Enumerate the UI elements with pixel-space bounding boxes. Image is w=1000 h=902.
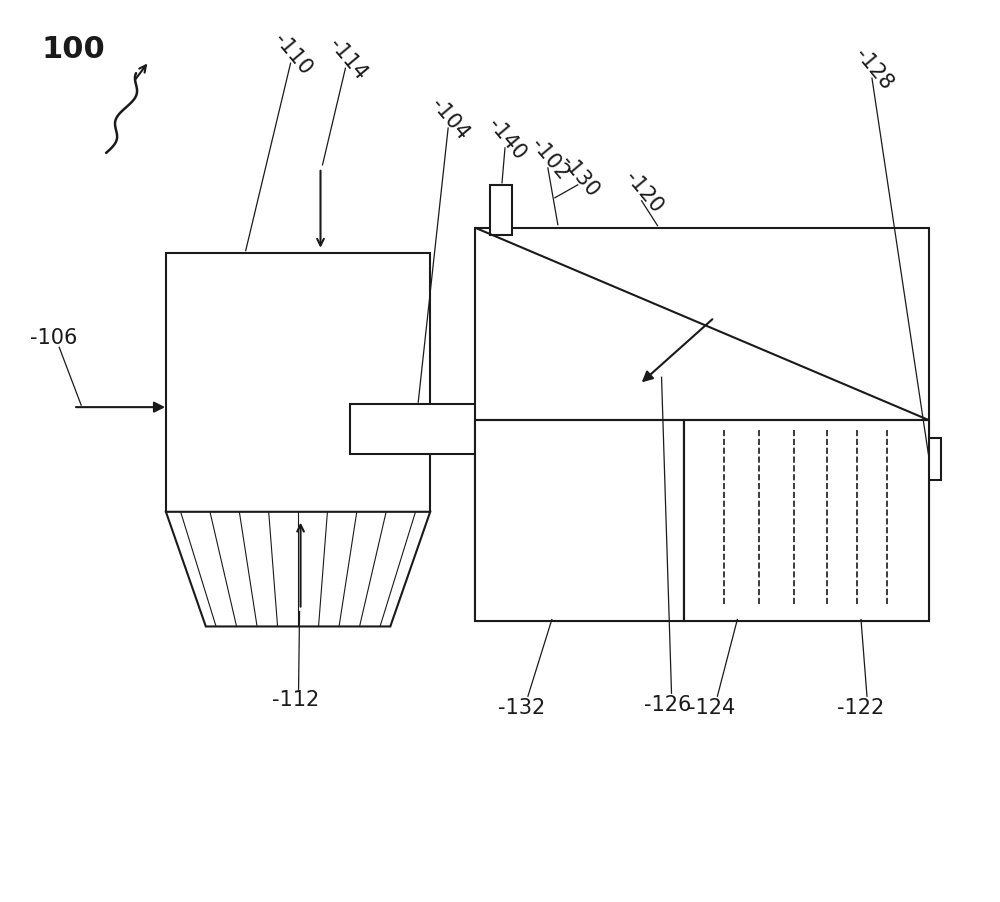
Text: -102: -102 bbox=[527, 134, 573, 183]
Text: -132: -132 bbox=[498, 697, 546, 717]
Bar bbox=[166, 253, 430, 512]
Bar bbox=[490, 186, 512, 235]
Text: -140: -140 bbox=[484, 115, 530, 163]
Text: -120: -120 bbox=[621, 167, 666, 216]
Text: -130: -130 bbox=[557, 152, 603, 200]
Text: -112: -112 bbox=[272, 689, 319, 710]
Polygon shape bbox=[166, 512, 430, 627]
Text: -114: -114 bbox=[325, 34, 370, 84]
Text: -110: -110 bbox=[270, 30, 315, 78]
Bar bbox=[350, 405, 485, 455]
Text: -126: -126 bbox=[644, 695, 691, 714]
Bar bbox=[684, 420, 929, 621]
Text: 100: 100 bbox=[41, 34, 105, 64]
Text: -106: -106 bbox=[30, 328, 77, 348]
Bar bbox=[927, 438, 941, 481]
Text: -124: -124 bbox=[688, 697, 735, 717]
Bar bbox=[475, 228, 929, 621]
Text: -128: -128 bbox=[851, 45, 897, 94]
Text: -104: -104 bbox=[427, 95, 473, 143]
Text: -122: -122 bbox=[837, 697, 885, 717]
Bar bbox=[475, 420, 684, 621]
